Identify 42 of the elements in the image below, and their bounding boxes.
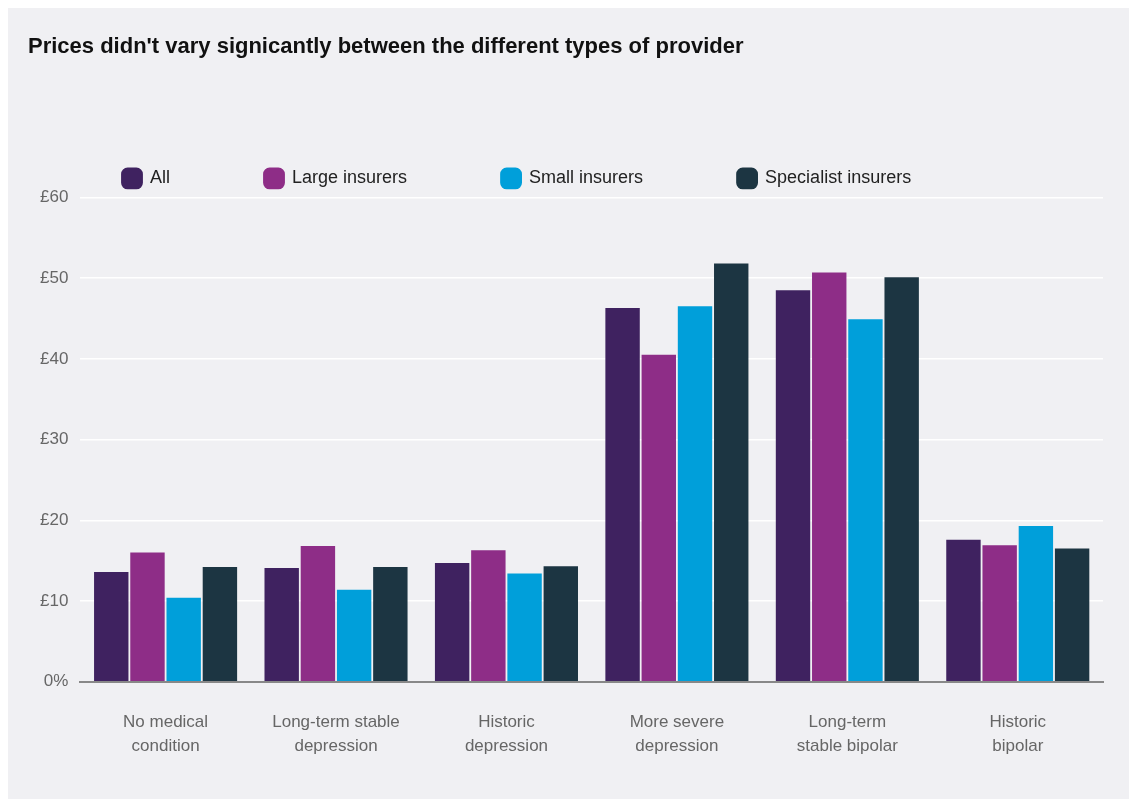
bar: [166, 597, 201, 681]
bar: [264, 567, 299, 681]
bar: [775, 290, 811, 681]
y-tick-label: £10: [39, 590, 69, 610]
bar: [336, 589, 372, 681]
bar: [605, 307, 640, 681]
x-tick-label: Historic bipolar: [989, 711, 1047, 756]
bar: [848, 319, 883, 681]
legend-label: All: [150, 167, 171, 188]
legend-label: Small insurers: [529, 167, 644, 188]
chart-title: Prices didn't vary signicantly between the different types of provider: [28, 33, 744, 59]
bar: [202, 567, 238, 681]
bar: [884, 277, 919, 681]
y-tick-label: £40: [39, 348, 69, 368]
bar: [300, 546, 336, 681]
bar: [812, 272, 847, 681]
x-tick-label: No medical condition: [123, 711, 209, 756]
y-tick-label: £60: [39, 187, 69, 207]
y-tick-label: £20: [39, 509, 69, 529]
y-tick-label: £50: [39, 267, 69, 287]
x-tick-label: More severe depression: [629, 711, 725, 756]
bar: [94, 571, 129, 681]
bar: [714, 263, 749, 681]
bar: [1018, 525, 1054, 681]
legend-label: Specialist insurers: [765, 167, 912, 188]
bar: [1054, 548, 1090, 681]
bar: [946, 539, 981, 681]
bar: [373, 567, 408, 681]
x-tick-label: Historic depression: [464, 711, 549, 756]
bar: [434, 563, 470, 681]
x-tick-label: Long-term stable bipolar: [796, 711, 899, 756]
bar: [471, 550, 506, 681]
y-tick-label: £30: [39, 429, 69, 449]
bar: [641, 354, 676, 681]
legend-label: Large insurers: [292, 167, 408, 188]
bar: [507, 573, 542, 681]
y-tick-label: 0%: [43, 671, 69, 691]
bar: [982, 545, 1017, 681]
bar: [677, 306, 713, 681]
bar: [543, 566, 578, 681]
bar: [130, 552, 165, 681]
x-tick-label: Long-term stable depression: [272, 711, 400, 756]
